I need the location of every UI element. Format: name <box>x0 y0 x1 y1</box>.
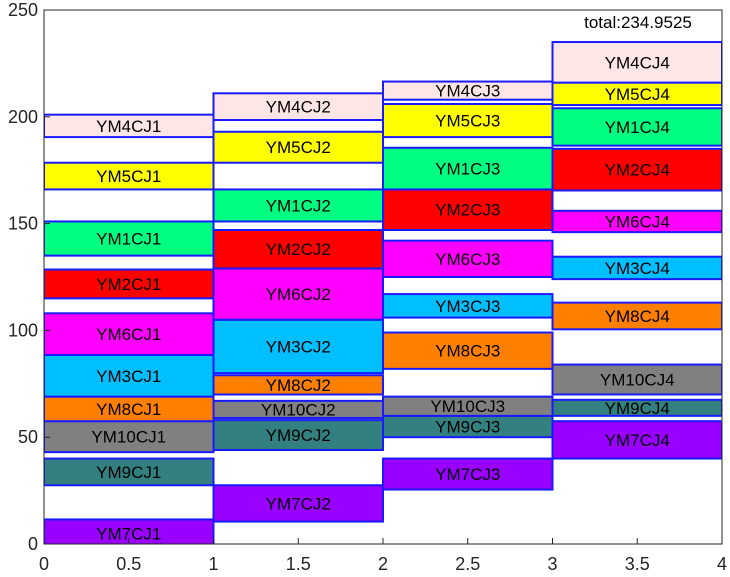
block-label-ym4cj2: YM4CJ2 <box>266 98 331 117</box>
block-ym2cj4 <box>551 147 722 192</box>
block-label-ym4cj4: YM4CJ4 <box>605 53 670 72</box>
block-label-ym7cj2: YM7CJ2 <box>266 494 331 513</box>
block-ym6cj4 <box>551 209 722 234</box>
block-label-ym3cj2: YM3CJ2 <box>266 337 331 356</box>
block-label-ym2cj2: YM2CJ2 <box>266 240 331 259</box>
block-label-ym8cj4: YM8CJ4 <box>605 307 670 326</box>
block-label-ym6cj2: YM6CJ2 <box>266 285 331 304</box>
x-tick-label: 2.5 <box>455 554 480 574</box>
x-tick-label: 3.5 <box>625 554 650 574</box>
block-ym8cj2 <box>212 374 384 396</box>
block-label-ym9cj3: YM9CJ3 <box>435 418 500 437</box>
y-tick-label: 200 <box>8 107 38 127</box>
x-tick-label: 1.5 <box>286 554 311 574</box>
block-label-ym9cj2: YM9CJ2 <box>266 426 331 445</box>
block-label-ym4cj3: YM4CJ3 <box>435 82 500 101</box>
block-ym9cj4 <box>551 398 722 417</box>
block-ym2cj2 <box>212 229 384 270</box>
x-tick-label: 3 <box>547 554 557 574</box>
block-label-ym8cj1: YM8CJ1 <box>96 400 161 419</box>
block-label-ym7cj4: YM7CJ4 <box>605 431 670 450</box>
block-ym1cj2 <box>212 188 384 223</box>
block-label-ym5cj2: YM5CJ2 <box>266 138 331 157</box>
block-ym1cj1 <box>44 220 215 257</box>
block-label-ym2cj1: YM2CJ1 <box>96 275 161 294</box>
block-ym8cj3 <box>382 331 554 370</box>
block-label-ym1cj2: YM1CJ2 <box>266 196 331 215</box>
y-tick-label: 250 <box>8 0 38 20</box>
block-label-ym3cj1: YM3CJ1 <box>96 367 161 386</box>
block-ym7cj2 <box>212 484 384 523</box>
block-label-ym10cj1: YM10CJ1 <box>91 428 166 447</box>
block-ym6cj3 <box>382 239 554 279</box>
block-label-ym5cj3: YM5CJ3 <box>435 112 500 131</box>
block-ym3cj2 <box>212 318 384 375</box>
block-label-ym3cj3: YM3CJ3 <box>435 297 500 316</box>
block-label-ym10cj4: YM10CJ4 <box>600 371 675 390</box>
block-ym3cj4 <box>551 255 722 281</box>
block-ym5cj2 <box>212 130 384 164</box>
block-labels-layer: YM7CJ1 YM9CJ1 YM10CJ1 YM8CJ1 YM3CJ1 YM6CJ1 YM2… <box>91 53 674 543</box>
block-ym4cj2 <box>212 92 384 122</box>
axes-layer: 0 0.5 1 1.5 2 2.5 3 3.5 4 0 50 100 150 200 250 <box>8 0 727 574</box>
x-tick-label: 0 <box>39 554 49 574</box>
total-annotation: total:234.9525 <box>584 13 692 32</box>
block-label-ym2cj3: YM2CJ3 <box>435 201 500 220</box>
y-tick-label: 0 <box>28 534 38 554</box>
block-label-ym7cj1: YM7CJ1 <box>96 524 161 543</box>
block-ym4cj1 <box>44 113 215 139</box>
block-ym6cj2 <box>212 267 384 321</box>
block-ym9cj2 <box>212 419 384 452</box>
block-label-ym8cj3: YM8CJ3 <box>435 342 500 361</box>
block-ym5cj1 <box>44 161 215 191</box>
block-label-ym5cj4: YM5CJ4 <box>605 85 670 104</box>
x-tick-label: 1 <box>208 554 218 574</box>
block-ym2cj3 <box>382 188 554 232</box>
block-label-ym10cj3: YM10CJ3 <box>430 397 505 416</box>
block-ym7cj4 <box>551 420 722 460</box>
block-label-ym7cj3: YM7CJ3 <box>435 465 500 484</box>
x-tick-label: 0.5 <box>116 554 141 574</box>
blocks-layer <box>44 41 722 544</box>
block-label-ym8cj2: YM8CJ2 <box>266 376 331 395</box>
block-ym8cj4 <box>551 301 722 331</box>
block-label-ym5cj1: YM5CJ1 <box>96 167 161 186</box>
block-label-ym6cj3: YM6CJ3 <box>435 250 500 269</box>
block-ym3cj1 <box>44 353 215 398</box>
y-tick-label: 50 <box>18 427 38 447</box>
block-label-ym9cj1: YM9CJ1 <box>96 463 161 482</box>
block-label-ym3cj4: YM3CJ4 <box>605 259 670 278</box>
block-ym9cj1 <box>44 457 215 487</box>
block-ym7cj3 <box>382 457 554 491</box>
y-tick-label: 150 <box>8 214 38 234</box>
block-label-ym10cj2: YM10CJ2 <box>261 400 336 419</box>
block-ym5cj3 <box>382 102 554 139</box>
block-label-ym4cj1: YM4CJ1 <box>96 117 161 136</box>
block-label-ym1cj3: YM1CJ3 <box>435 160 500 179</box>
x-tick-label: 4 <box>717 554 727 574</box>
block-label-ym1cj4: YM1CJ4 <box>605 118 670 137</box>
block-ym10cj4 <box>551 363 722 396</box>
block-label-ym1cj1: YM1CJ1 <box>96 230 161 249</box>
block-label-ym2cj4: YM2CJ4 <box>605 161 670 180</box>
block-label-ym6cj4: YM6CJ4 <box>605 212 670 231</box>
x-tick-label: 2 <box>378 554 388 574</box>
block-label-ym6cj1: YM6CJ1 <box>96 325 161 344</box>
block-ym4cj4 <box>551 41 722 84</box>
y-tick-label: 100 <box>8 320 38 340</box>
block-ym1cj4 <box>551 107 722 147</box>
block-label-ym9cj4: YM9CJ4 <box>605 399 670 418</box>
